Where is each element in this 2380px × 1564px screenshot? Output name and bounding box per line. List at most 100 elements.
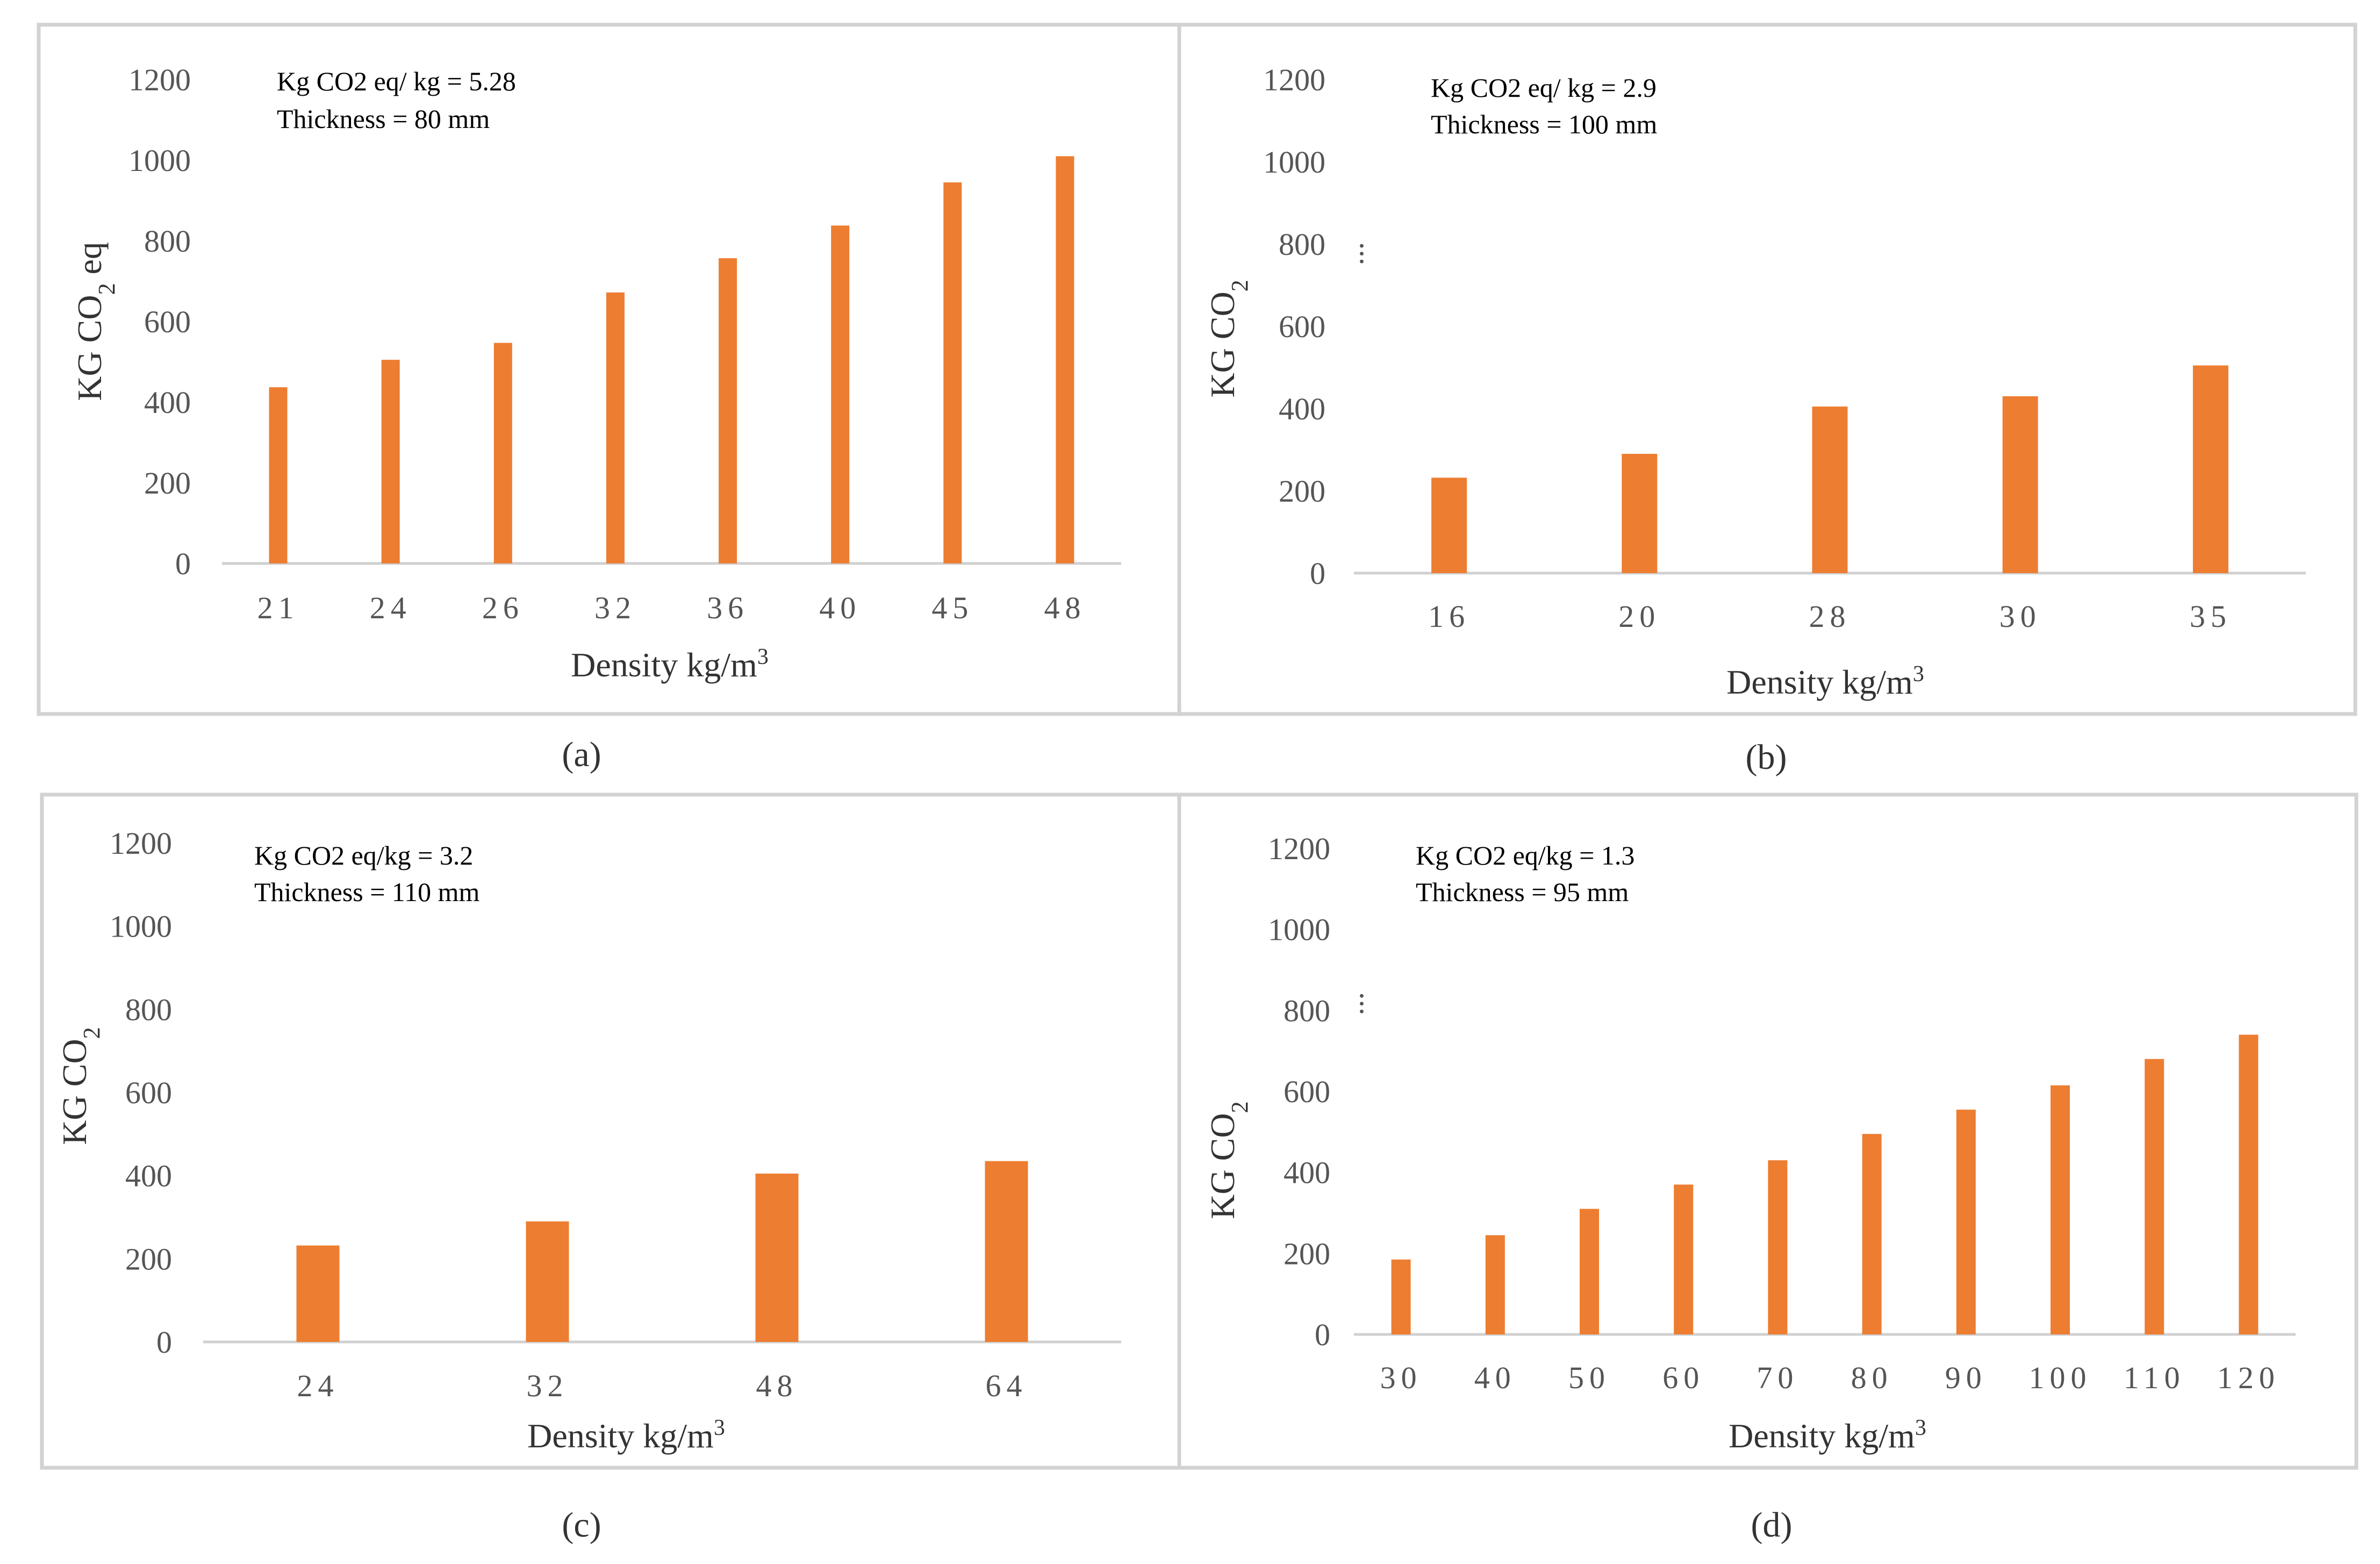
bar-b	[1431, 477, 1467, 573]
y-tick-label-c: 1000	[110, 909, 172, 944]
bar-a	[1056, 156, 1074, 563]
y-tick-label-b: 800	[1279, 227, 1325, 262]
bar-d	[2145, 1059, 2164, 1334]
annotation-emission-factor-c: Kg CO2 eq/kg = 3.2	[254, 840, 473, 870]
x-tick-label-a: 24	[370, 590, 412, 625]
x-tick-label-d: 50	[1568, 1360, 1610, 1395]
y-tick-label-a: 600	[144, 304, 191, 339]
x-axis-label-a: Density kg/m3	[571, 645, 769, 684]
y-axis-label-c: KG CO2	[55, 1027, 105, 1145]
y-axis-label-b: KG CO2	[1203, 280, 1253, 397]
y-tick-label-c: 200	[125, 1241, 172, 1276]
annotation-thickness-d: Thickness = 95 mm	[1416, 877, 1629, 907]
y-tick-label-d: 1200	[1268, 831, 1330, 866]
x-axis-label-c: Density kg/m3	[527, 1416, 725, 1455]
panel-frame-b	[1177, 23, 2357, 716]
x-axis-label-b: Density kg/m3	[1726, 662, 1924, 701]
bar-d	[1768, 1160, 1788, 1334]
bar-d	[2051, 1085, 2070, 1334]
bar-c	[526, 1221, 569, 1342]
bar-a	[719, 258, 737, 563]
x-tick-label-a: 40	[819, 590, 861, 625]
y-tick-label-c: 800	[125, 992, 172, 1027]
y-tick-label-b: 200	[1279, 474, 1325, 509]
y-tick-label-b: 600	[1279, 309, 1325, 344]
bar-c	[296, 1245, 340, 1342]
bar-d	[1485, 1235, 1505, 1334]
annotation-emission-factor-d: Kg CO2 eq/kg = 1.3	[1416, 840, 1635, 870]
ellipsis-mark-d: ...	[1353, 992, 1388, 1016]
y-tick-label-c: 600	[125, 1075, 172, 1110]
annotation-emission-factor-a: Kg CO2 eq/ kg = 5.28	[277, 66, 516, 96]
x-tick-label-a: 26	[482, 590, 524, 625]
x-tick-label-b: 28	[1809, 599, 1851, 634]
y-tick-label-a: 800	[144, 224, 191, 259]
x-tick-label-d: 30	[1380, 1360, 1422, 1395]
annotation-emission-factor-b: Kg CO2 eq/ kg = 2.9	[1431, 73, 1657, 103]
x-tick-label-b: 16	[1428, 599, 1470, 634]
bar-d	[2239, 1034, 2259, 1334]
bar-c	[985, 1161, 1028, 1342]
x-tick-label-c: 64	[986, 1368, 1028, 1403]
x-tick-label-d: 70	[1757, 1360, 1798, 1395]
x-tick-label-d: 110	[2124, 1360, 2185, 1395]
y-tick-label-a: 1200	[128, 62, 191, 97]
bar-d	[1391, 1259, 1411, 1334]
annotation-thickness-a: Thickness = 80 mm	[277, 104, 490, 134]
y-tick-label-c: 400	[125, 1159, 172, 1194]
y-tick-label-a: 400	[144, 385, 191, 420]
y-tick-label-d: 600	[1284, 1074, 1330, 1109]
x-tick-label-a: 32	[594, 590, 636, 625]
y-axis-label-a: KG CO2 eq	[70, 242, 120, 401]
bar-b	[1622, 454, 1658, 573]
bar-d	[1674, 1184, 1694, 1334]
panel-caption-a: (a)	[562, 735, 601, 774]
x-tick-label-d: 90	[1945, 1360, 1987, 1395]
x-tick-label-d: 120	[2217, 1360, 2280, 1395]
y-axis-label-d: KG CO2	[1203, 1101, 1253, 1219]
panel-frame-c	[40, 792, 1181, 1470]
x-tick-label-a: 36	[707, 590, 749, 625]
panel-frame-d	[1177, 792, 2359, 1470]
y-tick-label-d: 1000	[1268, 912, 1330, 947]
x-tick-label-a: 45	[931, 590, 973, 625]
bar-a	[831, 225, 850, 563]
y-tick-label-d: 0	[1315, 1317, 1330, 1352]
bar-a	[606, 292, 625, 563]
annotation-thickness-c: Thickness = 110 mm	[254, 877, 479, 907]
x-tick-label-c: 24	[297, 1368, 339, 1403]
bar-b	[1812, 406, 1848, 573]
y-tick-label-d: 400	[1284, 1155, 1330, 1190]
x-tick-label-c: 48	[756, 1368, 798, 1403]
y-tick-label-b: 0	[1310, 556, 1325, 591]
y-tick-label-c: 0	[156, 1325, 172, 1360]
x-tick-label-d: 60	[1662, 1360, 1704, 1395]
ellipsis-mark-b: ...	[1353, 242, 1388, 266]
x-tick-label-d: 40	[1474, 1360, 1516, 1395]
bar-a	[943, 182, 962, 563]
bar-b	[2192, 365, 2228, 573]
bar-d	[1580, 1209, 1599, 1334]
x-tick-label-a: 21	[257, 590, 299, 625]
x-axis-label-d: Density kg/m3	[1729, 1416, 1926, 1455]
bar-a	[381, 360, 400, 563]
bar-a	[493, 342, 512, 563]
bar-c	[755, 1173, 799, 1342]
bar-a	[269, 387, 288, 563]
y-tick-label-b: 400	[1279, 391, 1325, 426]
bar-b	[2002, 396, 2038, 573]
y-tick-label-a: 200	[144, 466, 191, 501]
bar-d	[1956, 1109, 1976, 1334]
panel-caption-d: (d)	[1751, 1505, 1793, 1545]
panel-caption-b: (b)	[1746, 738, 1787, 777]
y-tick-label-c: 1200	[110, 826, 172, 861]
y-tick-label-d: 800	[1284, 993, 1330, 1028]
panel-caption-c: (c)	[562, 1505, 601, 1545]
x-tick-label-b: 30	[1999, 599, 2041, 634]
y-tick-label-b: 1000	[1263, 145, 1325, 180]
x-tick-label-b: 20	[1618, 599, 1660, 634]
y-tick-label-b: 1200	[1263, 62, 1325, 97]
y-tick-label-a: 1000	[128, 143, 191, 178]
x-tick-label-d: 100	[2029, 1360, 2092, 1395]
